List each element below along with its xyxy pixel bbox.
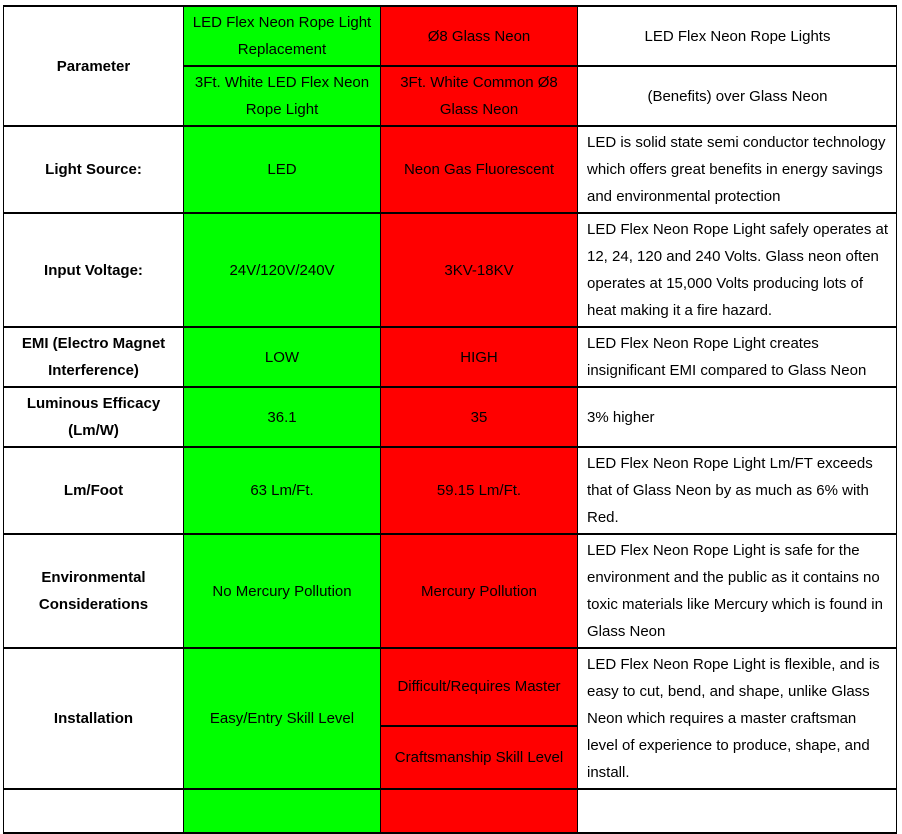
header-benefits-subtitle-cell: (Benefits) over Glass Neon <box>577 65 897 127</box>
param-cell-environmental: Environmental Considerations <box>3 533 184 649</box>
header-row-bottom: 3Ft. White LED Flex Neon Rope Light 3Ft.… <box>4 65 897 127</box>
header-led-subtitle-cell: 3Ft. White LED Flex Neon Rope Light <box>183 65 381 127</box>
benefits-cell-light-source: LED is solid state semi conductor techno… <box>577 125 897 214</box>
table-row-emi: EMI (Electro Magnet Interference) LOW HI… <box>3 326 897 388</box>
neon-cell-emi: HIGH <box>380 326 578 388</box>
led-cell-lm-foot: 63 Lm/Ft. <box>183 446 381 535</box>
param-cell-partial <box>3 788 184 834</box>
param-cell-emi: EMI (Electro Magnet Interference) <box>3 326 184 388</box>
table-row-light-source: Light Source: LED Neon Gas Fluorescent L… <box>3 125 897 214</box>
led-cell-light-source: LED <box>183 125 381 214</box>
neon-cell-installation-top: Difficult/Requires Master <box>380 647 578 727</box>
benefits-cell-installation: LED Flex Neon Rope Light is flexible, an… <box>577 647 897 790</box>
neon-cell-installation-bottom: Craftsmanship Skill Level <box>380 724 578 791</box>
led-cell-emi: LOW <box>183 326 381 388</box>
table-row-lm-foot: Lm/Foot 63 Lm/Ft. 59.15 Lm/Ft. LED Flex … <box>3 446 897 535</box>
header-led-title-cell: LED Flex Neon Rope Light Replacement <box>183 5 381 67</box>
neon-cell-input-voltage: 3KV-18KV <box>380 212 578 328</box>
neon-cell-partial <box>380 788 578 834</box>
benefits-cell-partial <box>577 788 897 834</box>
led-cell-installation: Easy/Entry Skill Level <box>183 647 381 790</box>
header-parameter-cell: Parameter <box>3 5 184 127</box>
neon-cell-environmental: Mercury Pollution <box>380 533 578 649</box>
neon-cell-light-source: Neon Gas Fluorescent <box>380 125 578 214</box>
param-cell-lm-foot: Lm/Foot <box>3 446 184 535</box>
led-cell-input-voltage: 24V/120V/240V <box>183 212 381 328</box>
benefits-cell-environmental: LED Flex Neon Rope Light is safe for the… <box>577 533 897 649</box>
table-row-partial <box>3 788 897 834</box>
led-cell-partial <box>183 788 381 834</box>
param-cell-installation: Installation <box>3 647 184 790</box>
benefits-cell-input-voltage: LED Flex Neon Rope Light safely operates… <box>577 212 897 328</box>
header-row-top: Parameter LED Flex Neon Rope Light Repla… <box>3 5 897 127</box>
param-cell-light-source: Light Source: <box>3 125 184 214</box>
benefits-cell-lm-foot: LED Flex Neon Rope Light Lm/FT exceeds t… <box>577 446 897 535</box>
table-row-environmental: Environmental Considerations No Mercury … <box>3 533 897 649</box>
param-cell-luminous-efficacy: Luminous Efficacy (Lm/W) <box>3 386 184 448</box>
table-row-luminous-efficacy: Luminous Efficacy (Lm/W) 36.1 35 3% high… <box>3 386 897 448</box>
neon-cell-lm-foot: 59.15 Lm/Ft. <box>380 446 578 535</box>
header-neon-subtitle-cell: 3Ft. White Common Ø8 Glass Neon <box>380 65 578 127</box>
table-row-installation: Installation Easy/Entry Skill Level Diff… <box>3 647 897 790</box>
benefits-cell-emi: LED Flex Neon Rope Light creates insigni… <box>577 326 897 388</box>
benefits-cell-luminous-efficacy: 3% higher <box>577 386 897 448</box>
param-cell-input-voltage: Input Voltage: <box>3 212 184 328</box>
header-neon-title-cell: Ø8 Glass Neon <box>380 5 578 67</box>
led-cell-luminous-efficacy: 36.1 <box>183 386 381 448</box>
comparison-table: Parameter LED Flex Neon Rope Light Repla… <box>3 5 897 834</box>
led-cell-environmental: No Mercury Pollution <box>183 533 381 649</box>
header-benefits-title-cell: LED Flex Neon Rope Lights <box>577 5 897 67</box>
neon-cell-luminous-efficacy: 35 <box>380 386 578 448</box>
table-row-input-voltage: Input Voltage: 24V/120V/240V 3KV-18KV LE… <box>3 212 897 328</box>
